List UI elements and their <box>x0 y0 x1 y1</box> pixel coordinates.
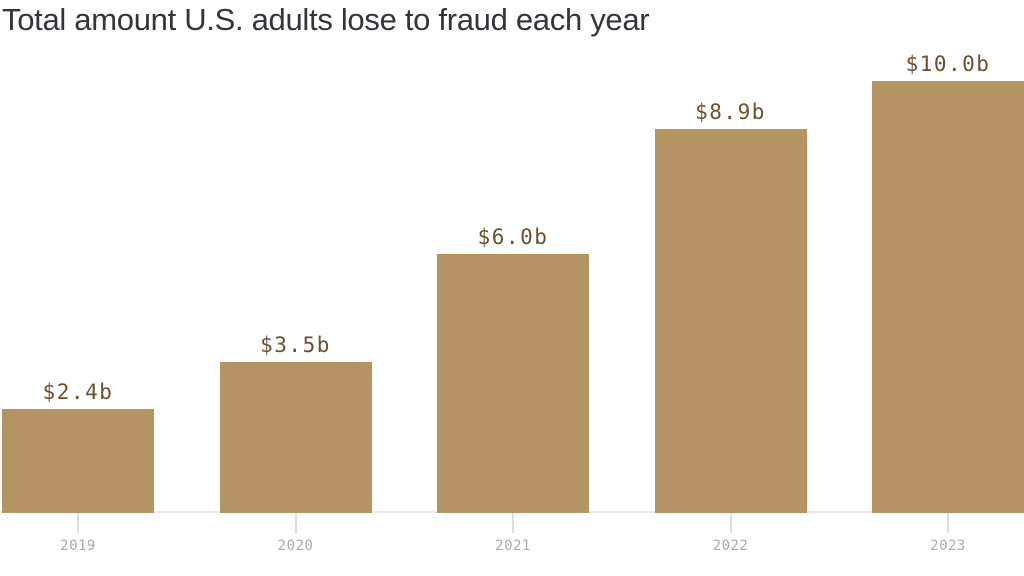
x-axis-label: 2022 <box>712 538 749 554</box>
bar-2020: $3.5b <box>219 333 372 513</box>
bar-2019: $2.4b <box>2 380 154 513</box>
bar-chart-plot-area: $2.4b $3.5b $6.0b $8.9b $10.0b <box>2 0 1024 513</box>
x-axis-cell: 2021 <box>437 513 589 554</box>
x-axis-tick <box>512 513 514 533</box>
bar-value-label: $10.0b <box>905 52 991 76</box>
x-axis: 2019 2020 2021 2022 2023 <box>2 513 1024 554</box>
bar-value-label: $3.5b <box>260 333 331 357</box>
x-axis-tick <box>947 513 949 533</box>
x-axis-cell: 2020 <box>220 513 372 554</box>
x-axis-tick <box>294 513 297 533</box>
bar-2023: $10.0b <box>872 52 1024 513</box>
bar-2022: $8.9b <box>654 100 807 513</box>
x-axis-label: 2023 <box>930 538 966 554</box>
x-axis-tick <box>729 513 732 533</box>
bar-2021: $6.0b <box>437 225 589 513</box>
x-axis-label: 2019 <box>60 538 96 554</box>
bar-value-label: $6.0b <box>477 225 549 249</box>
x-axis-cell: 2023 <box>872 513 1024 554</box>
x-axis-cell: 2022 <box>655 513 807 554</box>
chart-title: Total amount U.S. adults lose to fraud e… <box>2 2 650 37</box>
x-axis-cell: 2019 <box>2 513 154 554</box>
bar-value-label: $8.9b <box>695 100 766 124</box>
x-axis-label: 2021 <box>495 538 531 554</box>
x-axis-label: 2020 <box>277 538 314 554</box>
bar-value-label: $2.4b <box>42 380 114 404</box>
x-axis-tick <box>77 513 79 533</box>
